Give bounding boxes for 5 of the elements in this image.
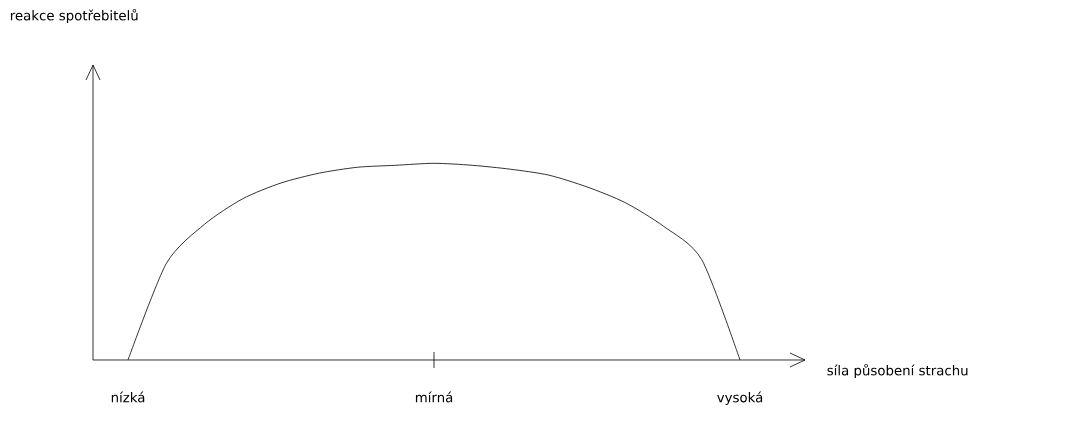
text: reakce spotřebitelů <box>10 8 138 24</box>
x-axis-title: síla působení strachu <box>827 363 968 379</box>
x-tick-label: mírná <box>415 391 453 403</box>
x-tick-label: nízká <box>111 391 145 403</box>
x-tick-label: vysoká <box>717 391 763 405</box>
